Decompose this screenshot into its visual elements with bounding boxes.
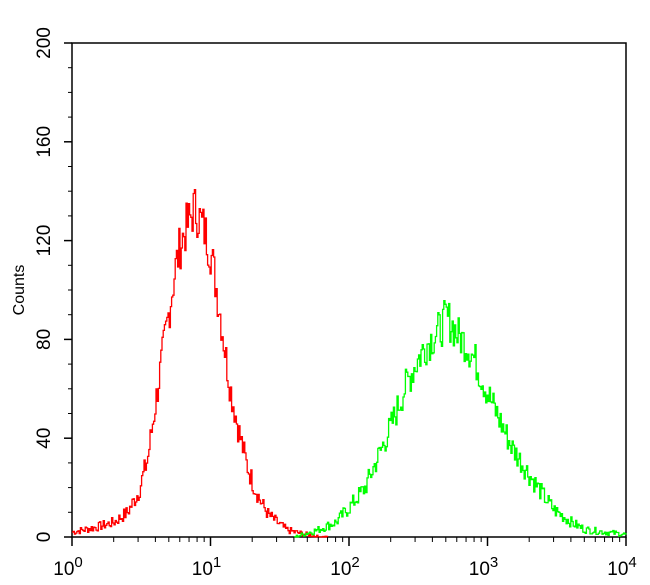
x-tick-label: 102 [330,554,359,580]
y-tick-label: 160 [34,126,55,158]
x-tick-label: 100 [53,554,82,580]
x-tick-label: 101 [192,554,221,580]
x-tick-label: 103 [469,554,498,580]
green-histogram-line [293,299,627,538]
x-axis-ticks: 100 101 102 103 104 [53,537,637,580]
y-tick-label: 0 [34,532,55,543]
x-tick-label: 104 [607,554,636,580]
plot-area-frame [71,42,627,538]
y-axis-title: Counts [11,265,28,316]
series-green-histogram [293,299,627,538]
red-histogram-line [72,189,329,538]
y-tick-label: 40 [34,428,55,449]
y-tick-label: 200 [34,27,55,59]
series-red-histogram [72,189,329,538]
y-axis-ticks: 0 40 80 120 160 200 [34,27,72,542]
y-tick-label: 120 [34,225,55,257]
y-tick-label: 80 [34,329,55,350]
